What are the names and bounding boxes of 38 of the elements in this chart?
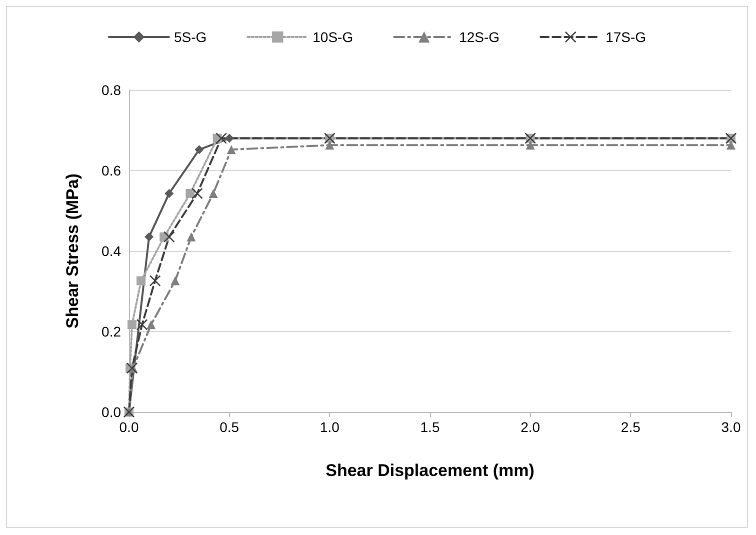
point (164, 231, 175, 242)
legend-label: 12S-G (459, 29, 500, 45)
point (226, 145, 236, 154)
x-tick-label: 0.0 (119, 419, 139, 435)
y-tick-label: 0.4 (102, 243, 122, 259)
y-tick-label: 0.2 (102, 324, 122, 340)
point (164, 188, 174, 198)
x-tick-label: 2.0 (520, 419, 540, 435)
point (216, 132, 227, 144)
y-tick-label: 0.6 (102, 162, 122, 178)
x-tick-label: 0.5 (220, 419, 240, 435)
point (170, 276, 180, 286)
point (144, 232, 154, 242)
legend-label: 5S-G (174, 29, 207, 45)
point (186, 232, 196, 242)
x-axis-title: Shear Displacement (mm) (326, 461, 534, 480)
point (128, 320, 137, 330)
point (194, 145, 204, 154)
point (526, 140, 535, 150)
point (136, 319, 148, 330)
point (192, 188, 203, 199)
point (136, 276, 146, 286)
x-tick-label: 1.5 (420, 419, 440, 435)
y-axis-title: Shear Stress (MPa) (63, 174, 82, 328)
point (150, 275, 161, 286)
point (186, 188, 195, 198)
legend-label: 10S-G (312, 29, 354, 45)
legend-label: 17S-G (606, 29, 646, 45)
x-tick-label: 1.0 (320, 419, 340, 435)
point (146, 320, 156, 330)
x-tick-label: 3.0 (721, 419, 741, 435)
y-tick-label: 0.8 (102, 82, 122, 98)
point (325, 140, 334, 150)
point (224, 134, 234, 143)
point (726, 140, 736, 150)
y-tick-label: 0.0 (102, 404, 122, 420)
x-tick-label: 2.5 (620, 419, 641, 435)
point (208, 188, 218, 198)
